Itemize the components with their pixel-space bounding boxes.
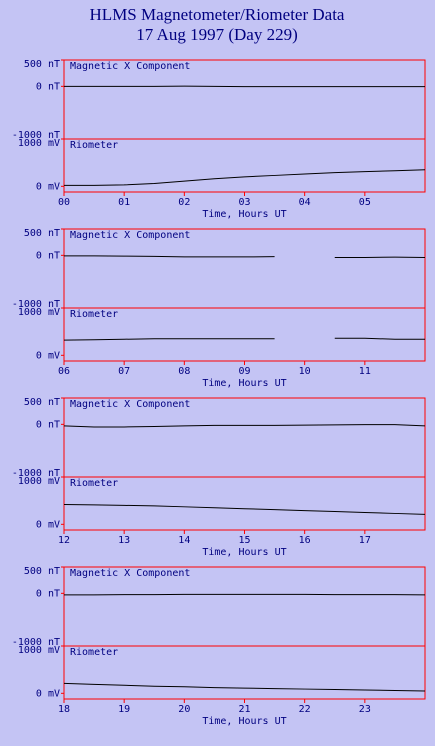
x-tick-label: 05 [359,197,371,208]
data-line [64,169,426,186]
x-axis-label: Time, Hours UT [202,547,286,558]
y-tick-label: 0 nT [36,250,60,261]
plot-label: Magnetic X Component [70,230,190,241]
y-tick-label: 0 nT [36,588,60,599]
data-line [64,593,426,596]
plot-label: Magnetic X Component [70,61,190,72]
plot-label: Magnetic X Component [70,568,190,579]
y-tick-label: 500 nT [24,397,60,408]
plot-label: Magnetic X Component [70,399,190,410]
x-tick-label: 01 [118,197,130,208]
plot-label: Riometer [70,478,118,489]
x-tick-label: 18 [58,704,70,715]
chart-title: HLMS Magnetometer/Riometer Data [90,5,345,24]
y-tick-label: -1000 nT [12,637,60,648]
x-tick-label: 15 [238,535,250,546]
y-tick-label: 1000 mV [18,307,60,318]
x-tick-label: 20 [178,704,190,715]
x-tick-label: 04 [299,197,311,208]
y-tick-label: 1000 mV [18,476,60,487]
x-axis-label: Time, Hours UT [202,716,286,727]
x-tick-label: 06 [58,366,70,377]
data-line [334,337,425,340]
plot-label: Riometer [70,309,118,320]
x-tick-label: 17 [359,535,371,546]
y-tick-label: 0 mV [36,350,60,361]
y-tick-label: 0 mV [36,519,60,530]
data-line [63,503,426,515]
x-tick-label: 12 [58,535,70,546]
x-axis-label: Time, Hours UT [202,378,286,389]
data-line [63,338,275,341]
x-tick-label: 19 [118,704,130,715]
y-tick-label: 0 mV [36,688,60,699]
data-line [64,85,425,88]
plot-label: Riometer [70,140,118,151]
x-tick-label: 22 [299,704,311,715]
x-tick-label: 09 [238,366,250,377]
x-tick-label: 21 [238,704,250,715]
x-axis-label: Time, Hours UT [202,209,286,220]
y-tick-label: 500 nT [24,228,60,239]
x-tick-label: 14 [178,535,190,546]
y-tick-label: -1000 nT [12,468,60,479]
y-tick-label: 0 nT [36,81,60,92]
x-tick-label: 07 [118,366,130,377]
y-tick-label: 1000 mV [18,138,60,149]
data-line [63,682,426,692]
x-tick-label: 11 [359,366,371,377]
y-tick-label: 1000 mV [18,645,60,656]
data-line [63,424,426,428]
y-tick-label: 500 nT [24,59,60,70]
y-tick-label: 0 nT [36,419,60,430]
x-tick-label: 13 [118,535,130,546]
plot-label: Riometer [70,647,118,658]
x-tick-label: 16 [299,535,311,546]
y-tick-label: 0 mV [36,181,60,192]
x-tick-label: 10 [299,366,311,377]
x-tick-label: 02 [178,197,190,208]
y-tick-label: -1000 nT [12,130,60,141]
data-line [64,255,275,258]
x-tick-label: 03 [238,197,250,208]
chart-subtitle: 17 Aug 1997 (Day 229) [136,25,297,44]
y-tick-label: -1000 nT [12,299,60,310]
x-tick-label: 23 [359,704,371,715]
x-tick-label: 00 [58,197,70,208]
y-tick-label: 500 nT [24,566,60,577]
x-tick-label: 08 [178,366,190,377]
